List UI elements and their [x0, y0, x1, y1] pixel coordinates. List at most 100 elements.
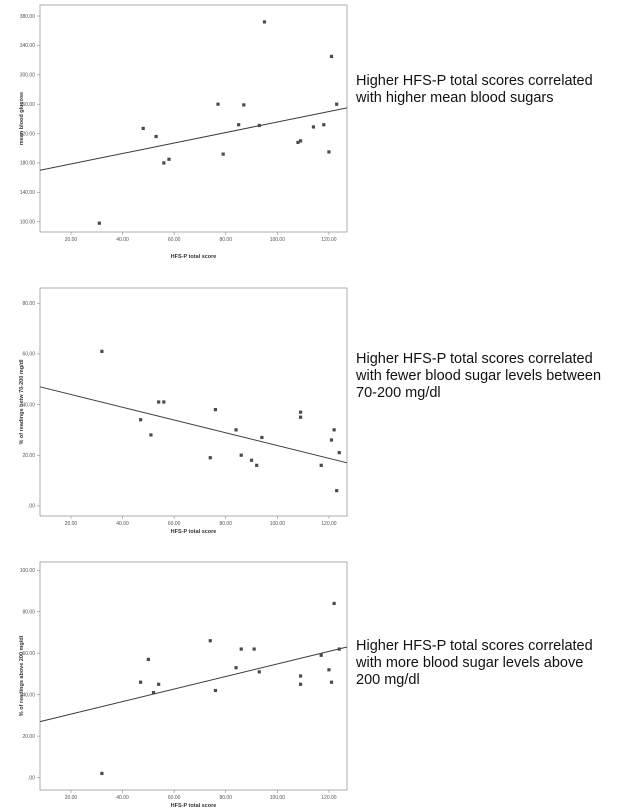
data-point — [213, 408, 218, 412]
plot-area — [39, 4, 348, 233]
y-tick-label: 140.00 — [20, 190, 36, 196]
data-point — [157, 400, 161, 404]
data-point — [296, 140, 300, 144]
chart-panel-3: 20.00 40.00 60.00 80.00 100.00 120.00 .00 20.00… — [0, 550, 634, 812]
y-tick-label: 100.00 — [20, 568, 36, 574]
caption-2-line-3: 70-200 mg/dl — [356, 385, 441, 401]
y-axis-title: % of readings betw 70-200 mg/dl — [19, 359, 25, 444]
data-point — [337, 647, 341, 651]
data-point — [332, 428, 336, 432]
y-tick-label: 60.00 — [22, 352, 35, 358]
data-point — [329, 438, 334, 442]
caption-3: Higher HFS-P total scores correlated wit… — [356, 638, 630, 689]
data-point — [154, 134, 158, 139]
x-axis-title: HFS-P total score — [171, 254, 217, 260]
caption-1: Higher HFS-P total scores correlated wit… — [356, 73, 630, 107]
data-point — [332, 601, 336, 606]
x-tick-label: 120.00 — [321, 795, 337, 801]
data-point — [242, 103, 246, 107]
plot-area — [39, 561, 348, 791]
x-axis-title: HFS-P total score — [171, 803, 217, 809]
data-point — [257, 123, 261, 128]
data-point — [255, 463, 259, 467]
data-point — [298, 410, 303, 414]
data-point — [322, 123, 326, 127]
y-tick-label: .00 — [28, 504, 35, 510]
y-tick-label: 20.00 — [22, 734, 35, 740]
data-point — [208, 456, 212, 460]
x-tick-label: 20.00 — [65, 795, 78, 801]
data-point — [249, 458, 254, 462]
data-point — [298, 415, 303, 419]
plot-area — [39, 287, 348, 517]
x-tick-label: 60.00 — [168, 521, 181, 527]
data-point — [221, 152, 225, 156]
data-point — [319, 463, 323, 467]
data-point — [311, 125, 316, 129]
data-point — [335, 489, 339, 493]
x-tick-label: 40.00 — [116, 795, 129, 801]
data-point — [252, 647, 256, 651]
caption-1-line-1: Higher HFS-P total scores correlated — [356, 73, 593, 89]
data-point — [100, 771, 104, 776]
x-tick-label: 100.00 — [270, 237, 286, 243]
data-point — [337, 451, 341, 455]
x-tick-label: 60.00 — [168, 237, 181, 243]
y-tick-label: 100.00 — [20, 220, 36, 226]
data-point — [141, 126, 145, 131]
data-point — [162, 400, 166, 404]
x-tick-label: 120.00 — [321, 237, 337, 243]
data-point — [298, 139, 303, 143]
y-tick-label: 80.00 — [22, 610, 35, 616]
x-tick-label: 100.00 — [270, 521, 286, 527]
x-tick-label: 40.00 — [116, 237, 129, 243]
data-point — [239, 647, 243, 651]
data-point — [139, 680, 143, 684]
y-tick-label: 20.00 — [22, 453, 35, 459]
data-point — [298, 674, 303, 678]
scatter-plot-mean-glucose: 20.00 40.00 60.00 80.00 100.00 120.00 100.00 14… — [19, 4, 348, 260]
y-tick-label: 80.00 — [22, 301, 35, 307]
x-tick-label: 100.00 — [270, 795, 286, 801]
fit-line — [39, 107, 348, 171]
data-point — [262, 20, 267, 24]
caption-3-line-1: Higher HFS-P total scores correlated — [356, 638, 593, 654]
caption-3-line-2: with more blood sugar levels above — [356, 655, 584, 671]
x-tick-label: 20.00 — [65, 521, 78, 527]
y-axis-title: mean blood glucose — [19, 92, 25, 145]
y-tick-label: 340.00 — [20, 43, 36, 49]
data-point — [149, 433, 153, 437]
data-point — [319, 653, 323, 657]
x-tick-label: 80.00 — [219, 521, 232, 527]
caption-1-line-2: with higher mean blood sugars — [356, 90, 554, 106]
fit-line — [39, 386, 348, 464]
x-tick-label: 60.00 — [168, 795, 181, 801]
data-point — [327, 668, 331, 672]
data-point — [335, 102, 339, 106]
fit-line — [39, 646, 348, 723]
x-tick-label: 80.00 — [219, 237, 232, 243]
y-tick-label: 220.00 — [20, 131, 36, 137]
data-point — [151, 690, 156, 695]
y-tick-label: 260.00 — [20, 102, 36, 108]
caption-3-line-3: 200 mg/dl — [356, 672, 420, 688]
chart-panel-2: 20.00 40.00 60.00 80.00 100.00 120.00 .00 20.00… — [0, 278, 634, 540]
data-point — [216, 102, 220, 106]
y-tick-label: 180.00 — [20, 161, 36, 167]
caption-2-line-2: with fewer blood sugar levels between — [356, 368, 602, 384]
data-point — [213, 688, 218, 693]
data-point — [327, 150, 331, 154]
x-axis-title: HFS-P total score — [171, 529, 217, 535]
data-point — [234, 428, 238, 432]
data-point — [146, 657, 150, 662]
data-point — [329, 54, 334, 59]
data-point — [329, 680, 334, 684]
data-point — [162, 161, 166, 165]
data-point — [298, 682, 303, 686]
data-point — [100, 349, 104, 353]
data-point — [257, 670, 261, 674]
data-point — [139, 418, 143, 422]
data-point — [167, 157, 171, 161]
data-point — [260, 435, 264, 440]
data-point — [208, 639, 212, 643]
